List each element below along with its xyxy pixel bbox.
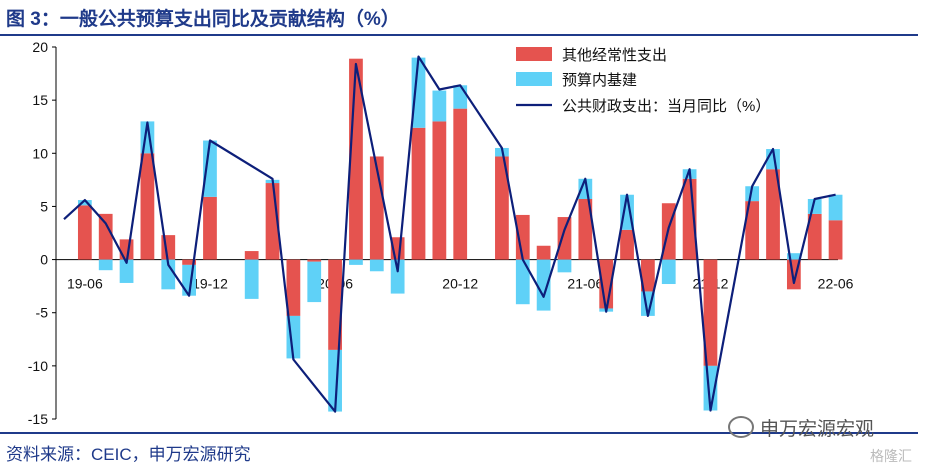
bar-infra [77, 200, 92, 206]
title-rule [0, 34, 918, 36]
x-tick-label: 22-06 [818, 276, 854, 292]
bar-other [307, 259, 322, 262]
bars [77, 57, 843, 412]
bar-other [328, 259, 342, 350]
bar-infra [557, 259, 572, 273]
bar-infra [369, 259, 384, 272]
bar-infra [307, 261, 322, 303]
bar-infra [786, 253, 801, 260]
bar-other [536, 245, 551, 260]
wechat-icon [728, 416, 754, 438]
bar-other [578, 198, 593, 260]
bar-infra [515, 259, 530, 305]
bar-other [453, 108, 468, 260]
watermark-text: 申万宏源宏观 [760, 419, 875, 440]
legend-label: 预算内基建 [562, 71, 637, 89]
bar-other [557, 217, 572, 260]
bar-infra [536, 259, 551, 311]
bar-infra [411, 57, 426, 128]
bar-other [203, 196, 217, 260]
bar-other [828, 220, 843, 260]
y-tick-label: 5 [40, 198, 48, 214]
bar-other [495, 156, 509, 260]
bar-other [620, 229, 634, 260]
legend-swatch-other [516, 47, 552, 61]
bar-other [515, 214, 530, 260]
bar-other [98, 213, 113, 260]
bar-infra [828, 194, 843, 221]
bar-other [140, 153, 155, 260]
bar-infra [390, 259, 405, 294]
bar-other [703, 259, 718, 366]
bar-infra [661, 259, 676, 285]
line-series [63, 55, 836, 413]
x-tick-label: 19-06 [67, 276, 103, 292]
bar-infra [203, 140, 217, 197]
footer-rule [0, 432, 918, 434]
figure-title: 图 3：一般公共预算支出同比及贡献结构（%） [6, 9, 400, 30]
y-tick-label: 20 [32, 39, 48, 55]
source-note: 资料来源：CEIC，申万宏源研究 [6, 445, 251, 464]
bar-other [182, 259, 197, 265]
legend-swatch-infra [516, 72, 552, 86]
bar-other [244, 251, 259, 260]
y-tick-label: 15 [32, 92, 48, 108]
line-yoy-spending [63, 55, 836, 413]
y-tick-label: 10 [32, 145, 48, 161]
x-tick-label: 20-12 [442, 276, 478, 292]
x-tick-label: 19-12 [192, 276, 228, 292]
bar-infra [432, 90, 447, 122]
bar-other [77, 205, 92, 260]
bar-infra [244, 259, 259, 299]
y-tick-label: -10 [28, 358, 48, 374]
logo: 格隆汇 [870, 448, 912, 464]
x-tick-label: 21-06 [567, 276, 603, 292]
watermark: 申万宏源宏观 [728, 414, 874, 441]
bar-infra [119, 259, 134, 283]
bar-other [641, 259, 655, 292]
legend-label: 公共财政支出：当月同比（%） [562, 98, 770, 115]
bar-other [286, 259, 301, 316]
bar-other [411, 127, 426, 260]
bar-infra [98, 259, 113, 271]
legend-label: 其他经常性支出 [562, 47, 667, 64]
bar-other [432, 121, 447, 260]
y-tick-label: 0 [40, 252, 48, 268]
y-tick-label: -5 [36, 305, 49, 321]
bar-infra [349, 259, 363, 265]
bar-other [807, 213, 822, 260]
bar-other [745, 201, 760, 260]
bar-infra [745, 186, 760, 202]
bar-infra [453, 85, 468, 109]
bar-other [766, 169, 780, 260]
y-tick-label: -15 [28, 411, 48, 427]
bar-infra [161, 259, 176, 290]
